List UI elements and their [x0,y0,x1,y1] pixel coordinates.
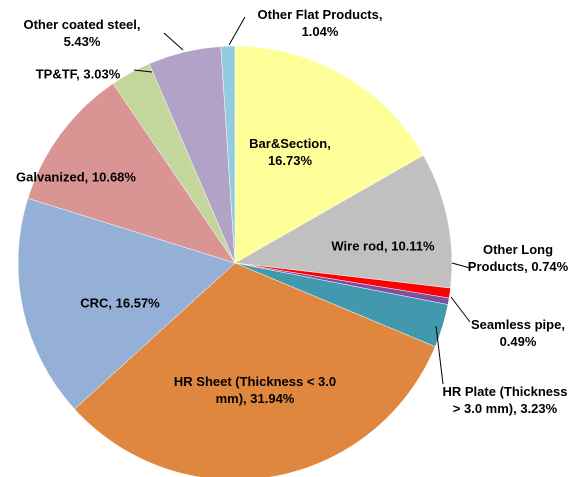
data-label: Other coated steel, 5.43% [23,17,141,49]
data-label: Seamless pipe, 0.49% [471,317,565,349]
pie-slice [234,45,424,264]
pie-slice [234,154,453,289]
data-label: TP&TF, 3.03% [35,66,121,82]
data-label: HR Sheet (Thickness < 3.0 mm), 31.94% [173,374,337,406]
pie-slice [27,83,236,264]
leader-line [163,32,184,51]
data-label: Other Flat Products, 1.04% [257,7,383,39]
data-label: Wire rod, 10.11% [331,238,435,254]
data-label: Galvanized, 10.68% [16,169,136,185]
pie-slice [220,45,236,264]
data-label: Bar&Section, 16.73% [249,136,331,168]
data-label: HR Plate (Thickness > 3.0 mm), 3.23% [442,384,568,416]
pie-slice [17,197,236,410]
leader-line [133,69,153,73]
leader-line [450,296,471,323]
leader-line [228,16,246,46]
leader-line [451,262,471,269]
data-label: CRC, 16.57% [80,295,160,311]
data-label: Other Long Products, 0.74% [467,242,569,274]
leader-line [435,325,444,385]
